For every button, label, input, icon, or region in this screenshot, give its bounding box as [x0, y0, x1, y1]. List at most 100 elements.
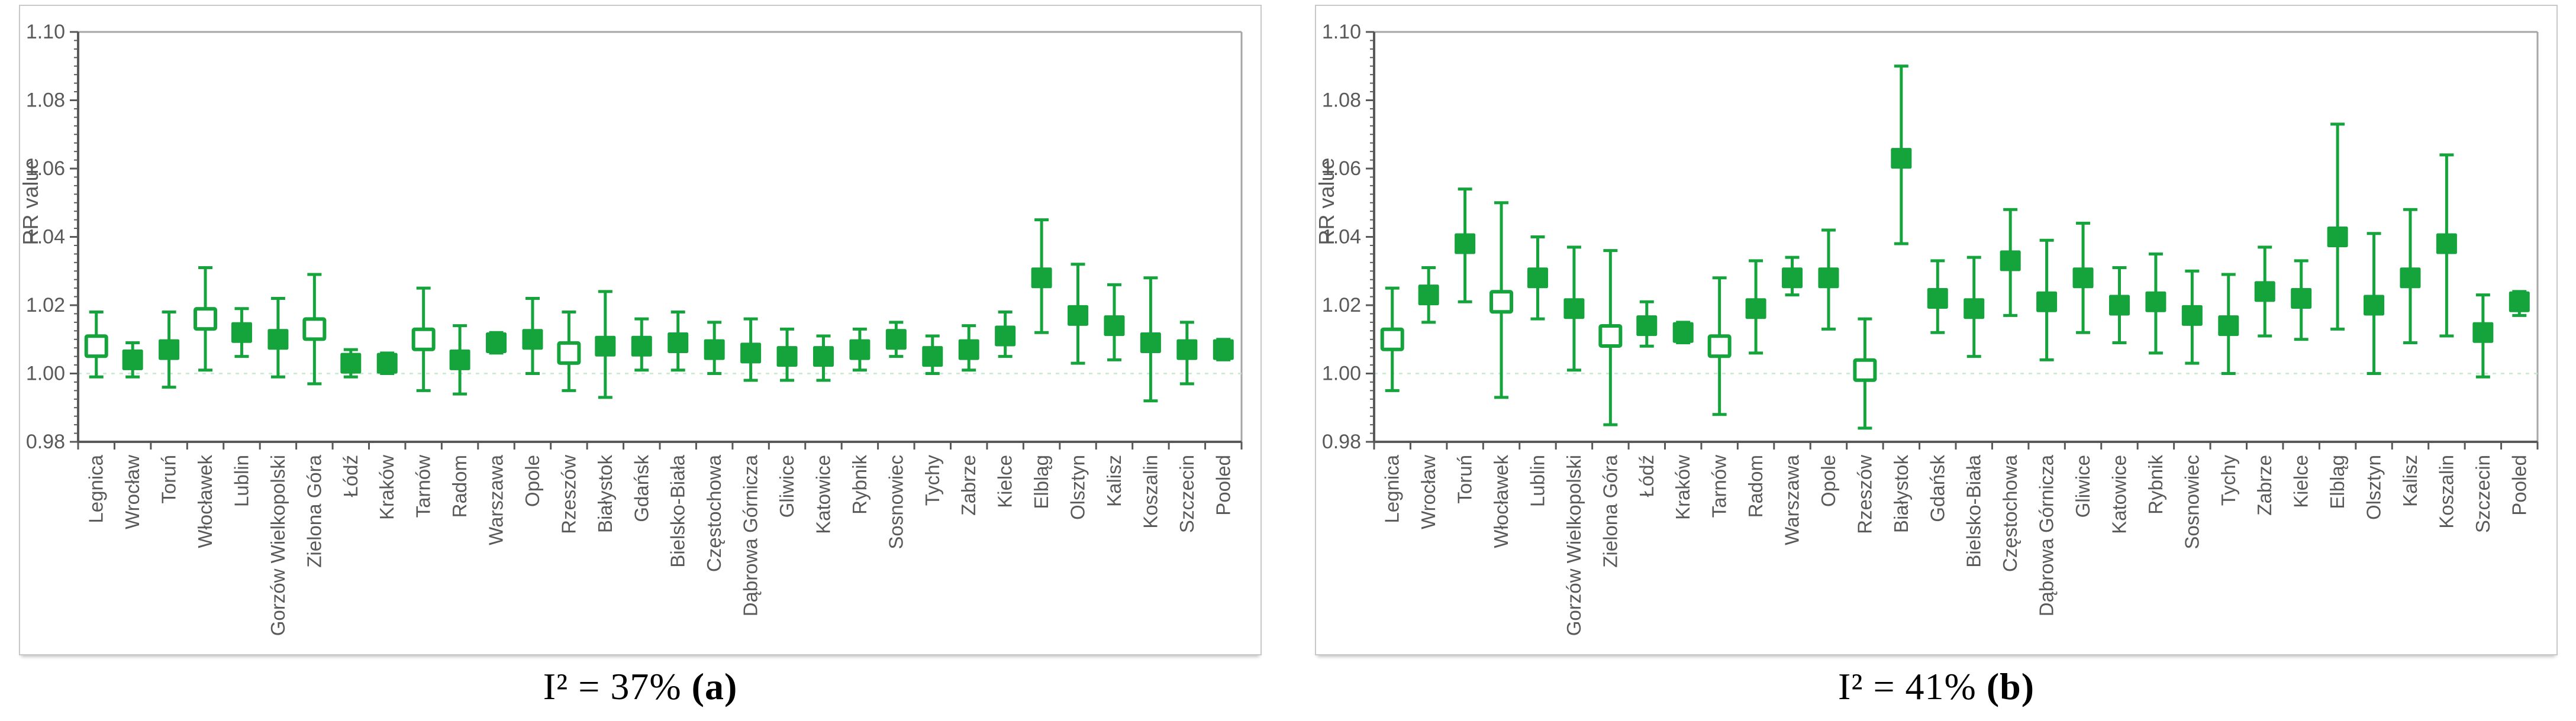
x-category-label: Szczecin — [1176, 455, 1198, 533]
x-category-label: Rybnik — [849, 455, 871, 515]
data-point-krak-w — [376, 351, 398, 375]
y-tick-label: 1.02 — [26, 294, 65, 316]
y-tick-label: 1.10 — [1322, 21, 1361, 43]
rr-marker-filled — [1636, 315, 1658, 337]
data-point-radom — [449, 324, 470, 396]
data-point-legnica — [1380, 286, 1404, 392]
rr-marker-filled — [668, 332, 689, 354]
data-point-kalisz — [2400, 208, 2421, 345]
rr-marker-filled — [631, 335, 652, 357]
rr-marker-filled — [1140, 332, 1161, 354]
data-point-tychy — [2218, 273, 2239, 375]
x-category-label: Częstochowa — [703, 454, 725, 572]
rr-marker-filled — [2509, 291, 2530, 312]
data-point-kalisz — [1104, 283, 1125, 361]
x-category-label: Legnica — [85, 454, 107, 523]
x-category-label: Zabrze — [2253, 455, 2275, 516]
x-category-label: Kalisz — [1103, 455, 1125, 507]
rr-marker-filled — [2327, 227, 2348, 247]
data-point-tarn-w — [411, 286, 436, 392]
y-tick-label: 1.10 — [26, 21, 65, 43]
data-point-kielce — [2291, 259, 2312, 341]
data-point-gda-sk — [1927, 259, 1948, 334]
data-point-d-browa-g-rnicza — [2036, 238, 2058, 361]
data-point-szczecin — [2472, 293, 2494, 379]
rr-marker-filled — [2436, 233, 2457, 254]
rr-marker-filled — [159, 339, 180, 360]
data-point-lublin — [1527, 235, 1548, 321]
data-point-warszawa — [1782, 256, 1803, 297]
caption-a-tag: (a) — [691, 665, 738, 707]
x-category-label: Warszawa — [485, 454, 507, 545]
data-point-gliwice — [776, 327, 798, 382]
x-category-label: Dąbrowa Górnicza — [740, 454, 762, 616]
data-point-zabrze — [2254, 245, 2275, 338]
rr-marker-filled — [449, 349, 470, 370]
data-point-wroc-aw — [1418, 266, 1439, 324]
x-category-label: Legnica — [1381, 454, 1403, 523]
rr-marker-filled — [1068, 305, 1089, 326]
rr-marker-filled — [1031, 267, 1052, 289]
x-category-label: Toruń — [158, 455, 180, 504]
y-tick-label: 1.00 — [26, 363, 65, 385]
forest-plot-a: 1.10 1.08 1.06 1.04 1.02 1.00 0.98 RR value Legn… — [20, 21, 1243, 636]
y-axis-title: RR value — [20, 157, 43, 245]
data-point-rybnik — [849, 327, 871, 372]
rr-marker-filled — [849, 339, 871, 360]
rr-marker-filled — [1964, 298, 1985, 319]
y-tick-label: 1.06 — [26, 157, 65, 180]
x-category-label: Gdańsk — [1926, 455, 1948, 522]
data-point-sosnowiec — [885, 321, 907, 358]
rr-marker-filled — [231, 322, 252, 343]
x-category-label: Katowice — [2108, 455, 2130, 534]
caption-b-text: I² = 41% — [1837, 665, 1977, 707]
y-tick-label: 1.00 — [1322, 363, 1361, 385]
rr-marker-filled — [2291, 287, 2312, 309]
rr-marker-filled — [1563, 298, 1585, 319]
x-category-label: Częstochowa — [1999, 454, 2021, 572]
rr-marker-filled — [922, 346, 943, 367]
data-point-w-oc-awek — [1489, 201, 1514, 399]
data-point-legnica — [84, 311, 108, 379]
data-point-olsztyn — [1068, 263, 1089, 365]
x-category-label: Rzeszów — [557, 455, 579, 534]
rr-marker-filled — [486, 332, 507, 354]
x-category-label: Kraków — [376, 455, 398, 520]
rr-marker-filled — [995, 325, 1016, 347]
rr-marker-filled — [340, 353, 362, 374]
y-tick-label: 1.04 — [26, 226, 65, 248]
rr-marker-open — [1380, 327, 1404, 351]
x-category-label: Łódź — [340, 455, 362, 497]
data-point-w-oc-awek — [194, 266, 218, 372]
x-category-label: Zielona Góra — [303, 454, 325, 567]
data-point-opole — [1818, 228, 1839, 331]
rr-marker-open — [1598, 324, 1623, 348]
x-category-label: Kielce — [994, 455, 1016, 508]
rr-marker-filled — [885, 329, 907, 350]
rr-marker-open — [1853, 358, 1877, 382]
x-category-label: Tychy — [2217, 455, 2239, 506]
caption-a: I² = 37% (a) — [543, 665, 738, 709]
x-category-label: Rybnik — [2145, 455, 2166, 515]
data-point-katowice — [2108, 266, 2130, 345]
y-tick-label: 1.08 — [1322, 89, 1361, 112]
x-category-label: Olsztyn — [2363, 455, 2385, 520]
rr-marker-filled — [1672, 322, 1694, 343]
x-category-label: Opole — [521, 455, 543, 507]
rr-marker-filled — [1455, 233, 1476, 254]
y-tick-label: 0.98 — [26, 431, 65, 453]
data-point-rzesz-w — [557, 311, 581, 392]
x-category-label: Sosnowiec — [2181, 455, 2203, 549]
caption-b-tag: (b) — [1986, 665, 2035, 707]
data-point-bia-ystok — [595, 290, 616, 399]
x-category-label: Gorzów Wielkopolski — [1563, 455, 1585, 636]
x-category-label: Kalisz — [2399, 455, 2421, 507]
y-tick-label: 1.08 — [26, 89, 65, 112]
x-category-label: Katowice — [812, 455, 834, 534]
data-point-zielona-g-ra — [302, 273, 327, 386]
data-point-gliwice — [2072, 221, 2094, 334]
x-category-label: Łódź — [1636, 455, 1658, 497]
y-tick-label: 0.98 — [1322, 431, 1361, 453]
rr-marker-filled — [2000, 250, 2021, 271]
rr-marker-filled — [122, 349, 143, 370]
